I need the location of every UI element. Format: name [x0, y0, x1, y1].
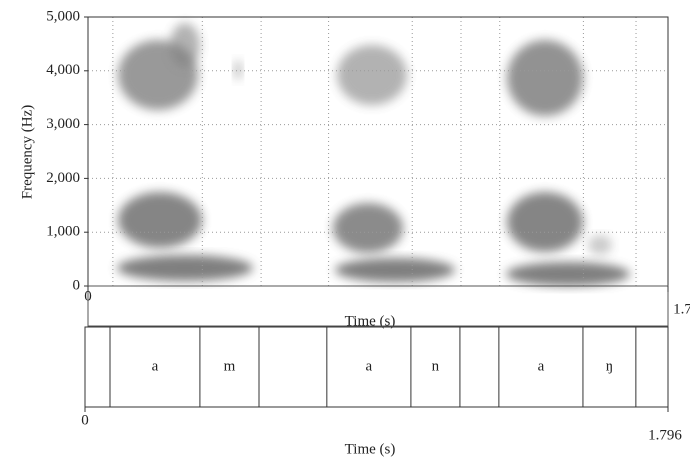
- y-tick-label: 3,000: [46, 116, 80, 132]
- x-tick-label: 1.796: [673, 301, 690, 317]
- spectrogram-image: [117, 23, 630, 286]
- segment-label: a: [152, 358, 159, 374]
- tier-frame: [85, 327, 668, 407]
- y-axis-label: Frequency (Hz): [19, 105, 35, 200]
- y-tick-label: 2,000: [46, 170, 80, 186]
- y-tick-label: 0: [73, 277, 81, 293]
- segment-label: a: [538, 358, 545, 374]
- x-axis-label: Time (s): [345, 441, 396, 457]
- x-tick-label: 1.796: [648, 427, 682, 443]
- y-tick-label: 4,000: [46, 62, 80, 78]
- segment-label: a: [366, 358, 373, 374]
- chart: Frequency (Hz) Time (s) Time (s) 01,0002…: [0, 0, 690, 459]
- x-tick-label: 0: [81, 412, 89, 428]
- x-tick-label: 0: [84, 288, 92, 304]
- segment-label: m: [224, 358, 236, 374]
- segment-label: n: [432, 358, 440, 374]
- y-tick-label: 1,000: [46, 224, 80, 240]
- segment-label: ŋ: [606, 358, 613, 374]
- y-tick-label: 5,000: [46, 8, 80, 24]
